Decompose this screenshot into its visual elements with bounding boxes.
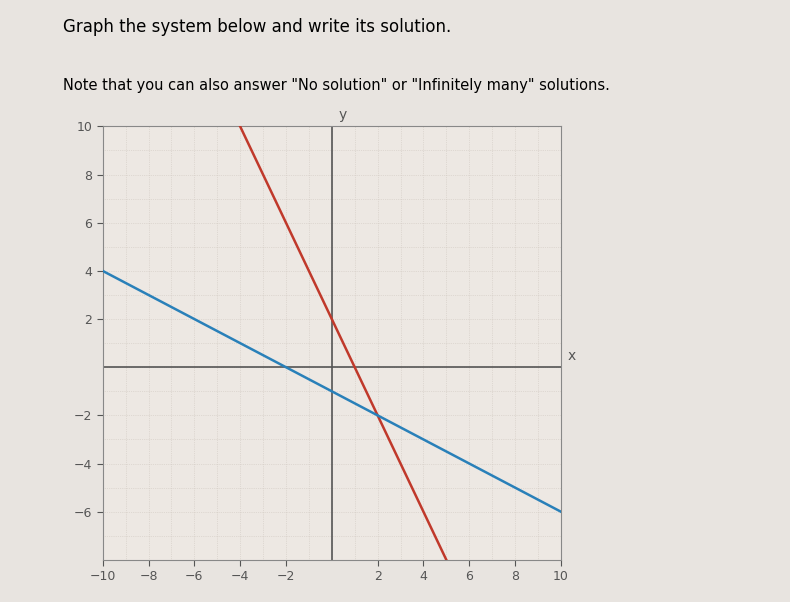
Text: Note that you can also answer "No solution" or "Infinitely many" solutions.: Note that you can also answer "No soluti… xyxy=(63,78,610,93)
Text: Graph the system below and write its solution.: Graph the system below and write its sol… xyxy=(63,18,451,36)
Text: y: y xyxy=(339,108,347,122)
Text: x: x xyxy=(568,349,576,363)
